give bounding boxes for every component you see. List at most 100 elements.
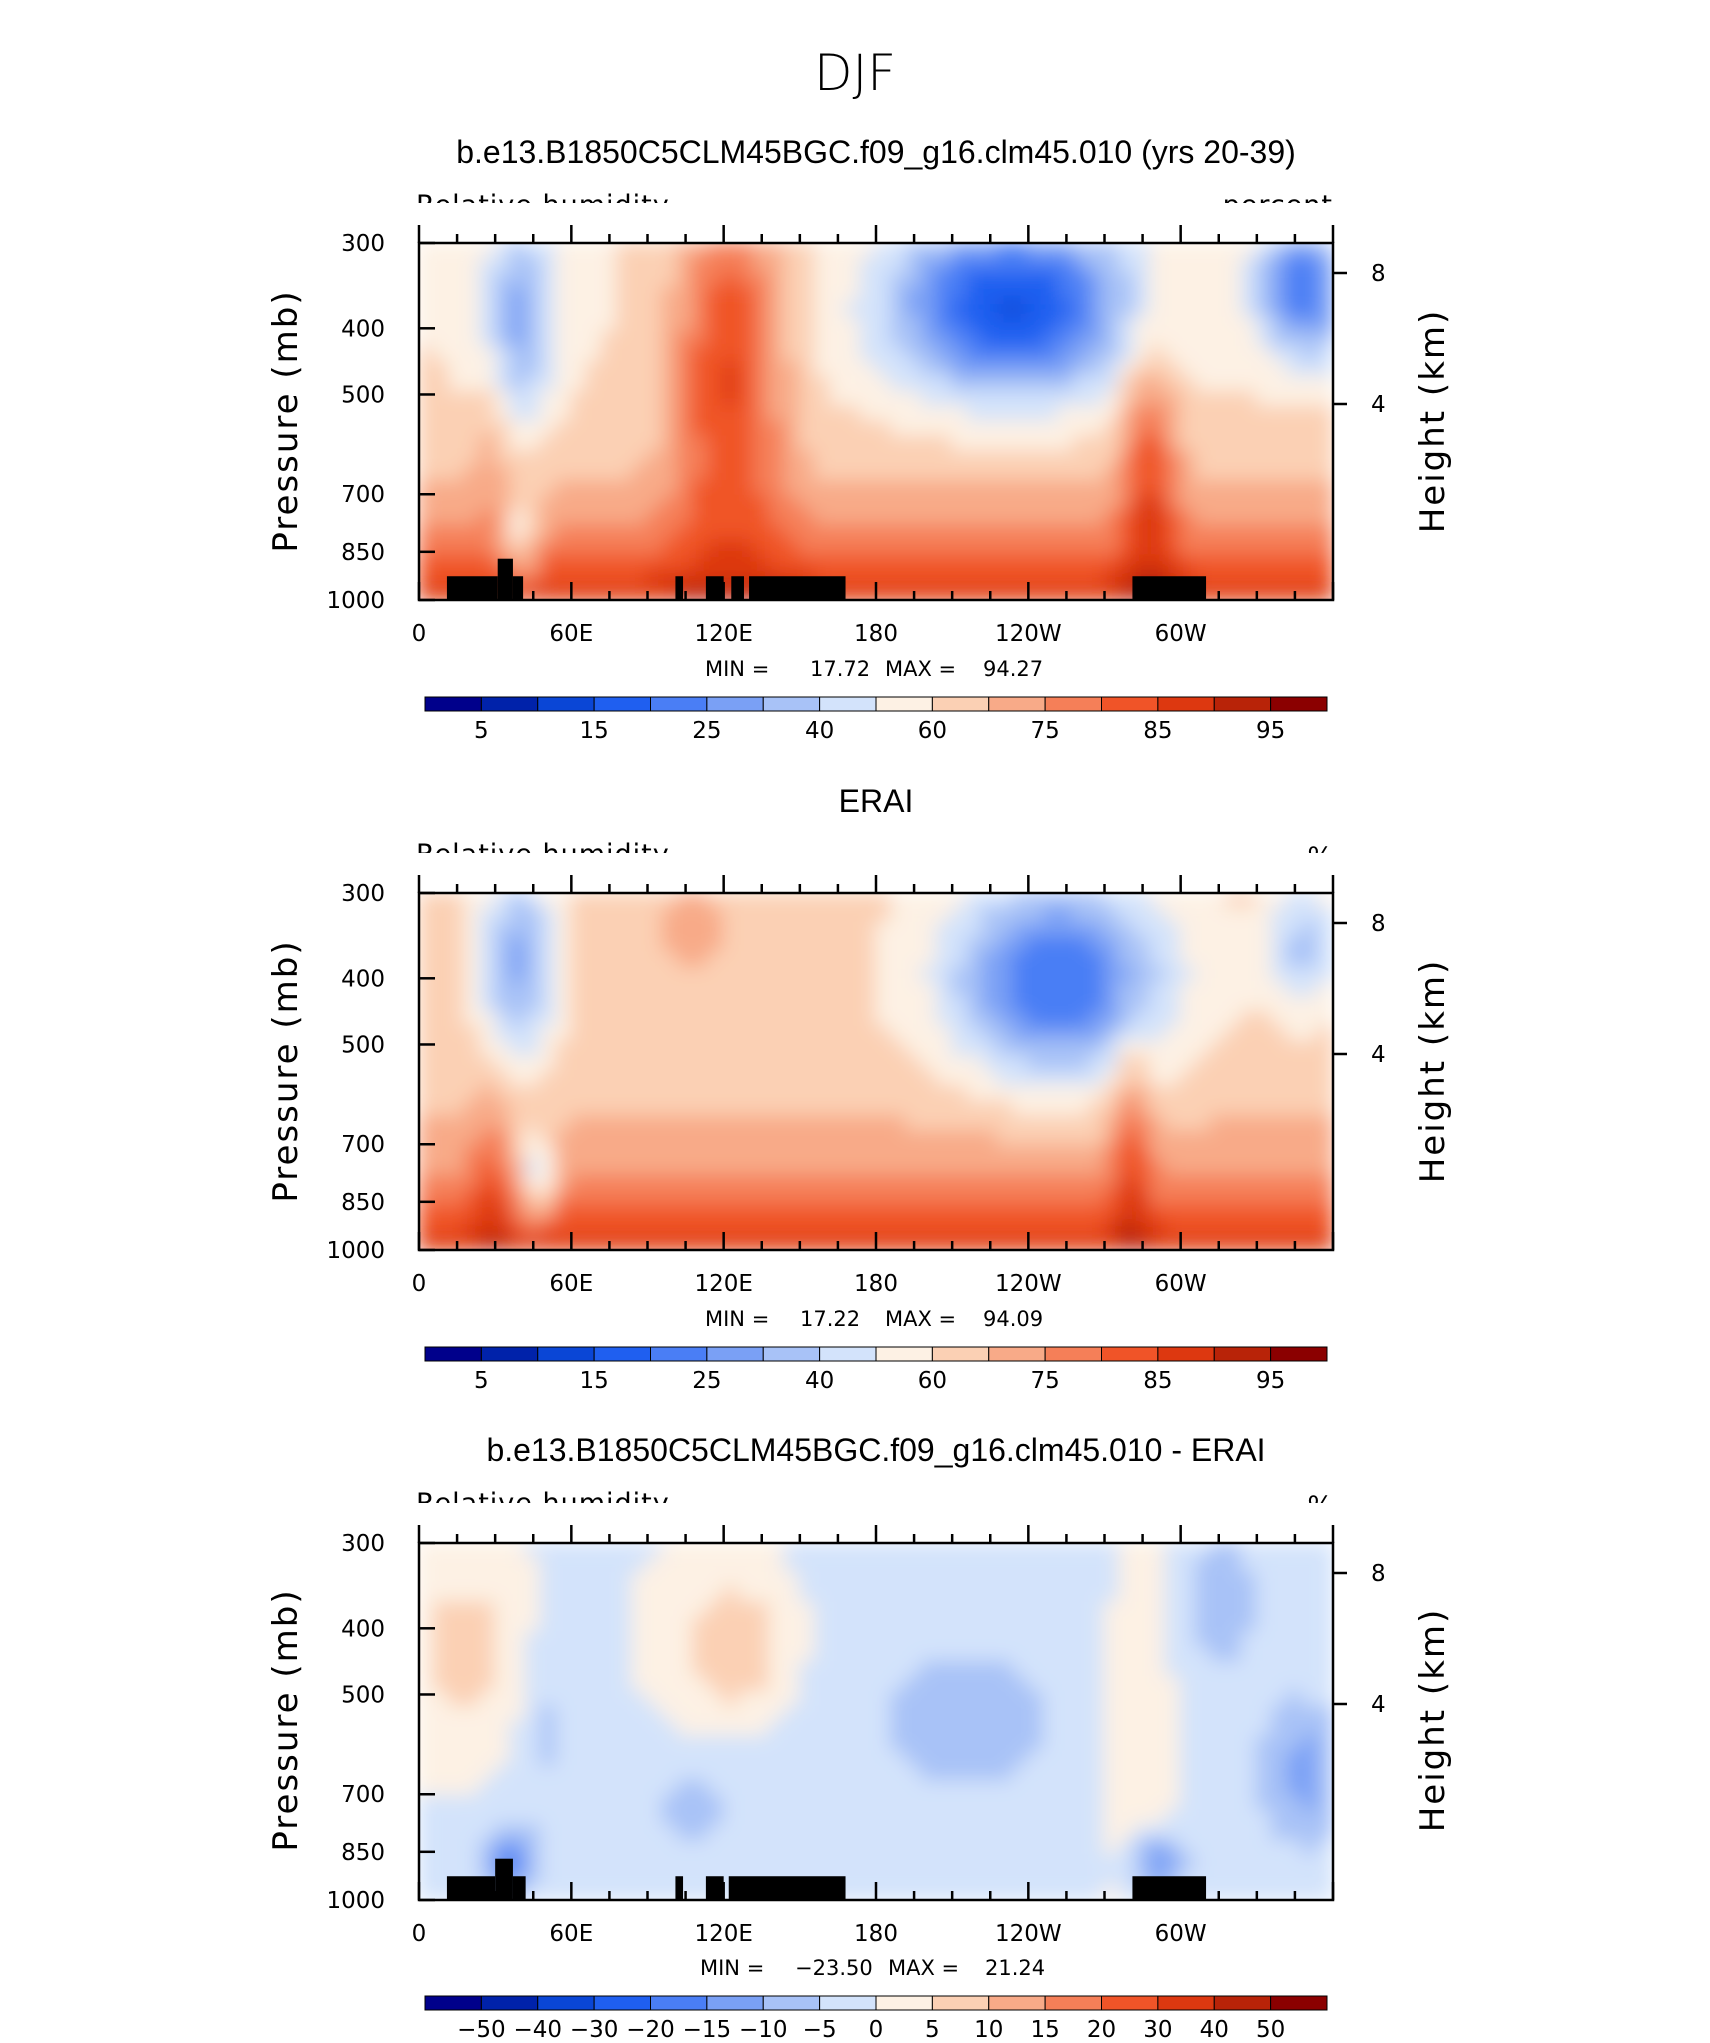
cell — [676, 1204, 695, 1222]
cell — [1103, 936, 1121, 954]
cell — [1057, 1824, 1076, 1842]
cell — [1225, 316, 1243, 334]
cell — [570, 375, 588, 393]
cell — [1179, 316, 1197, 334]
cell — [585, 1556, 603, 1574]
cell — [676, 256, 695, 274]
cell — [600, 1661, 619, 1678]
cell — [555, 936, 573, 954]
cell — [996, 420, 1015, 438]
cell — [996, 921, 1015, 939]
panel-2-min-value: 17.22 — [800, 1307, 860, 1331]
cell — [1316, 1204, 1334, 1222]
cell — [753, 1586, 771, 1604]
cell — [753, 1085, 771, 1103]
cell — [1149, 981, 1167, 999]
cell — [1240, 465, 1258, 483]
cell — [768, 906, 786, 924]
cell — [555, 1571, 573, 1589]
cell — [1255, 316, 1274, 334]
cell — [1210, 539, 1228, 557]
cell — [600, 1011, 619, 1028]
cell — [935, 1144, 954, 1162]
cell — [1271, 286, 1289, 304]
cell — [418, 1159, 436, 1177]
cell — [753, 331, 771, 349]
cell — [1194, 892, 1213, 909]
cell — [707, 1174, 725, 1192]
cell — [1271, 420, 1289, 438]
cell — [494, 1040, 512, 1058]
cell — [463, 1824, 481, 1842]
ytick-label: 700 — [341, 1782, 385, 1808]
cell — [859, 966, 877, 984]
cell — [1286, 1675, 1304, 1693]
cell — [600, 375, 619, 393]
cell — [935, 1040, 954, 1058]
cell — [920, 242, 938, 259]
cell — [418, 405, 436, 423]
cell — [494, 1189, 512, 1207]
cell — [1179, 435, 1197, 453]
cell — [783, 1809, 801, 1827]
cell — [661, 1720, 679, 1738]
cell — [1073, 554, 1091, 572]
cell — [1271, 494, 1289, 512]
cell — [555, 1839, 573, 1857]
cell — [905, 256, 923, 274]
cell — [783, 1765, 801, 1783]
cell — [555, 390, 573, 408]
cell — [1316, 1234, 1334, 1252]
cell — [920, 1204, 938, 1222]
cell — [463, 465, 481, 483]
cell — [1255, 405, 1274, 423]
cell — [920, 1571, 938, 1589]
cell — [524, 1586, 542, 1604]
cell — [1225, 1100, 1243, 1118]
cell — [494, 996, 512, 1014]
cell — [753, 390, 771, 408]
cell — [1240, 405, 1258, 423]
cell — [463, 1144, 481, 1162]
cell — [463, 996, 481, 1014]
mask-left — [379, 1503, 419, 1940]
cell — [1012, 981, 1030, 999]
cell — [1164, 1794, 1182, 1812]
cell — [905, 494, 923, 512]
cell — [1301, 1130, 1319, 1147]
cell — [814, 1174, 832, 1192]
colorbar-box — [706, 1995, 764, 2011]
cell — [555, 921, 573, 939]
cell — [1042, 346, 1060, 364]
cell — [829, 1809, 847, 1827]
cell — [1179, 405, 1197, 423]
cell — [951, 906, 969, 924]
cell — [966, 1869, 984, 1887]
cell — [1301, 1661, 1319, 1678]
cell — [1133, 375, 1152, 393]
cell — [494, 892, 512, 909]
cell — [418, 1794, 436, 1812]
cell — [1149, 906, 1167, 924]
cell — [1088, 554, 1106, 572]
cell — [829, 1839, 847, 1857]
cell — [798, 921, 817, 939]
cell — [570, 951, 588, 969]
cell — [951, 1556, 969, 1574]
cell — [722, 1690, 740, 1708]
cell — [1225, 1070, 1243, 1088]
cell — [1057, 1070, 1076, 1088]
cell — [753, 1174, 771, 1192]
cell — [1149, 316, 1167, 334]
cell — [555, 1234, 573, 1252]
cell — [1088, 1631, 1106, 1649]
cell — [1164, 966, 1182, 984]
cell — [951, 390, 969, 408]
cell — [631, 1556, 649, 1574]
cell — [600, 465, 619, 483]
cell — [798, 1159, 817, 1177]
cell — [844, 1011, 862, 1028]
cell — [1133, 435, 1152, 453]
cell — [844, 346, 862, 364]
cell — [1194, 554, 1213, 572]
